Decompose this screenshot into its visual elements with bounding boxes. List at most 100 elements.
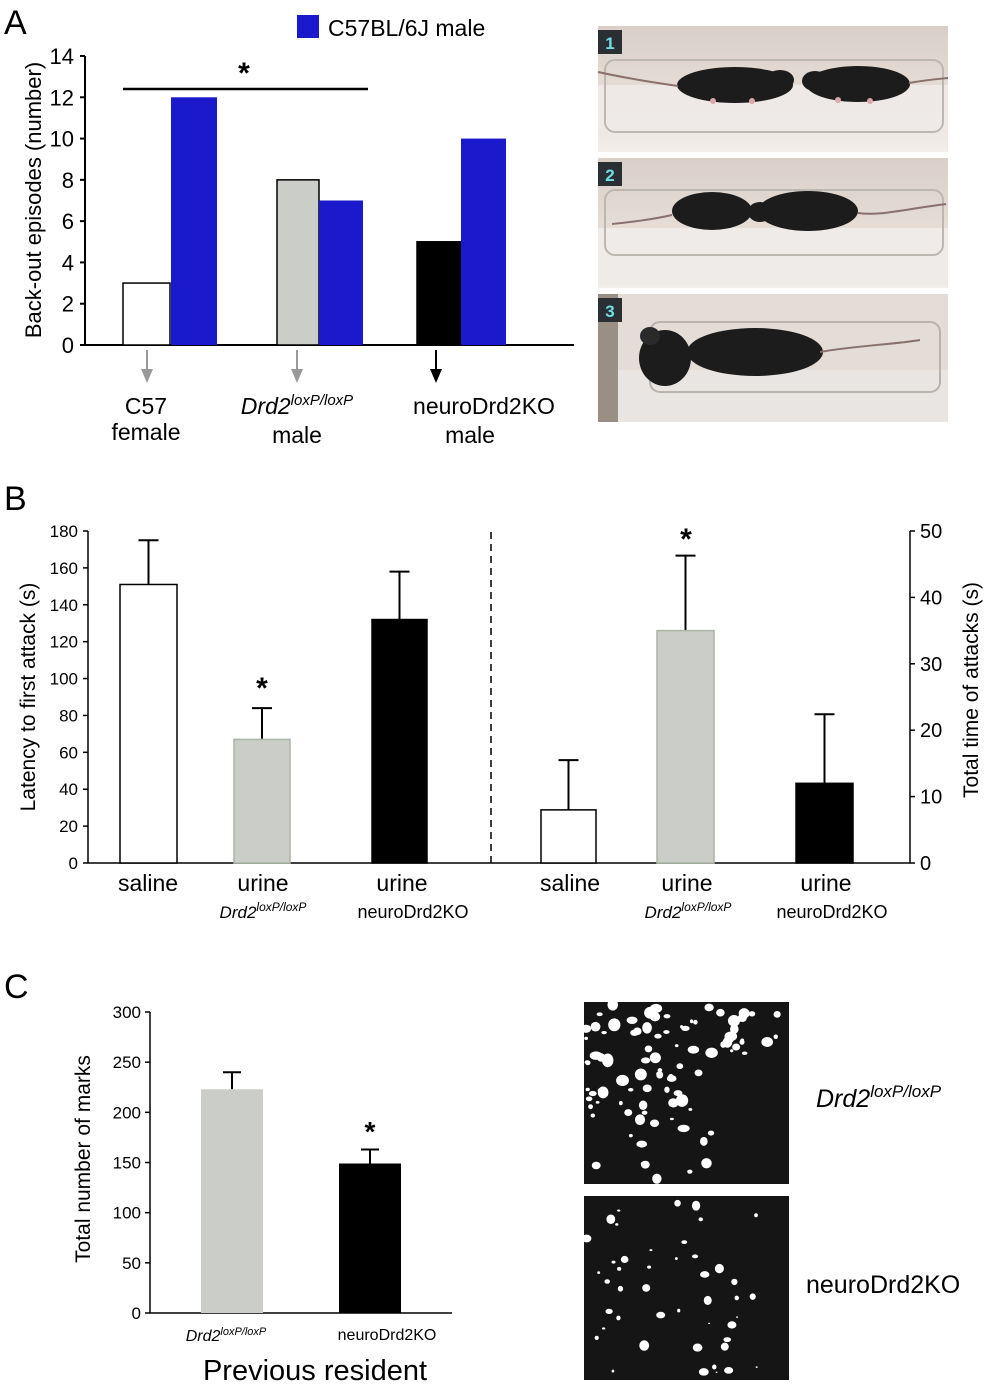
mark-spot xyxy=(635,1114,646,1126)
mark-spot xyxy=(663,1030,670,1034)
chart-b-right-sig-star: * xyxy=(680,523,692,556)
mark-spot xyxy=(644,1045,653,1053)
mark-spot xyxy=(624,1109,633,1117)
chart-c-xlabel: Previous resident xyxy=(203,1355,427,1384)
chart-b-left-ytick-label: 80 xyxy=(59,706,78,725)
chart-b-left-bar xyxy=(371,618,428,864)
photo-2: 2 xyxy=(598,158,948,288)
chart-a-arrow-head xyxy=(291,369,303,383)
mark-spot xyxy=(691,1200,701,1211)
mark-spot xyxy=(688,1108,693,1111)
chart-b-left-category-labels: saline urine Drd2loxP/loxP urine neuroDr… xyxy=(118,870,469,922)
chart-a-ytick-label: 0 xyxy=(62,333,74,358)
chart-a-ylabel: Back-out episodes (number) xyxy=(21,62,46,338)
chart-b-right-label3-line1: urine xyxy=(800,870,851,896)
mark-spot xyxy=(773,1011,781,1018)
legend-label-c57bl-male: C57BL/6J male xyxy=(328,15,485,41)
mark-spot xyxy=(611,1260,616,1264)
chart-a-group2-line2: male xyxy=(272,422,322,448)
chart-b-right-bar xyxy=(656,629,715,864)
mark-spot xyxy=(681,1240,688,1245)
chart-a-arrow-head xyxy=(430,369,442,383)
chart-b-left-ytick-label: 160 xyxy=(50,559,78,578)
chart-b-right-bar xyxy=(540,809,597,864)
mark-spot xyxy=(674,1199,681,1207)
photo-3: 3 xyxy=(598,294,948,422)
chart-a-category-labels: C57 female Drd2loxP/loxP male neuroDrd2K… xyxy=(111,392,554,448)
panel-b-label: B xyxy=(4,480,27,518)
mark-spot xyxy=(700,1271,710,1278)
mark-spot xyxy=(642,1084,652,1093)
mark-spot xyxy=(730,1049,734,1053)
chart-b-left-label3-line2: neuroDrd2KO xyxy=(357,902,468,922)
mark-spot xyxy=(601,1327,606,1330)
mark-spot xyxy=(739,1039,745,1045)
mark-spot xyxy=(628,1088,634,1092)
mark-spot xyxy=(677,1124,690,1133)
chart-a-group3-line2: male xyxy=(445,422,495,448)
mark-spot xyxy=(720,1342,729,1351)
mark-spot xyxy=(633,1027,642,1036)
mark-spot xyxy=(649,1119,660,1128)
chart-b-left-ytick-label: 140 xyxy=(50,596,78,615)
mark-spot xyxy=(701,1158,712,1169)
mark-spot xyxy=(647,1265,652,1269)
mark-spot xyxy=(693,1019,698,1025)
mark-spot xyxy=(668,1098,679,1108)
mark-spot xyxy=(584,1036,589,1040)
mark-spot xyxy=(730,1024,739,1034)
chart-a-group3-line1: neuroDrd2KO xyxy=(413,393,555,419)
mark-spot xyxy=(674,1044,679,1048)
chart-c-bar xyxy=(201,1089,263,1313)
chart-b-left-bar xyxy=(119,583,178,864)
photo-2-number: 2 xyxy=(605,166,614,185)
mark-spot xyxy=(734,1295,739,1301)
mark-spot xyxy=(741,1051,748,1056)
mark-spot xyxy=(620,1255,629,1264)
mark-spot xyxy=(616,1315,621,1321)
mark-spot xyxy=(707,1130,715,1136)
chart-b: 0 20 40 60 80 100 120 140 160 180 0 10 20 30 40 50 Laten… xyxy=(17,521,983,875)
mark-spot xyxy=(673,1090,683,1097)
mark-spot xyxy=(656,1071,664,1079)
mark-spot xyxy=(694,1069,703,1077)
mark-spot xyxy=(580,1024,592,1033)
mark-spot xyxy=(749,1293,756,1300)
chart-a-bar xyxy=(276,179,320,346)
marks-image-label-drd2: Drd2loxP/loxP xyxy=(816,1082,942,1113)
chart-b-right-ytick-label: 30 xyxy=(920,654,942,676)
mark-spot xyxy=(712,1364,717,1370)
mark-spot xyxy=(669,1117,674,1121)
mark-spot xyxy=(639,1340,650,1351)
chart-a-ytick-label: 6 xyxy=(62,209,74,234)
mark-spot xyxy=(640,1161,649,1167)
chart-a-bar xyxy=(319,200,363,345)
mark-spot xyxy=(617,1285,624,1292)
chart-c-ytick-label: 200 xyxy=(113,1103,141,1122)
mark-spot xyxy=(663,1014,671,1019)
mark-spot xyxy=(703,1295,712,1306)
mark-spot xyxy=(657,1068,663,1073)
mark-spot xyxy=(597,1087,606,1093)
chart-a-ytick-label: 4 xyxy=(62,250,74,275)
mark-spot xyxy=(616,1074,629,1087)
chart-c: 0 50 100 150 200 250 300 Total number of marks * xyxy=(72,1003,452,1323)
mark-spot xyxy=(617,1266,622,1271)
mark-spot xyxy=(698,1368,709,1376)
chart-b-right-bar xyxy=(795,782,854,864)
chart-a-group1-line2: female xyxy=(111,419,180,445)
mark-spot xyxy=(666,1075,677,1082)
chart-b-right-label2-line1: urine xyxy=(661,870,712,896)
mark-spot xyxy=(601,1030,607,1035)
mark-spot xyxy=(716,1008,725,1017)
mark-spot xyxy=(675,1094,689,1107)
chart-b-left-ytick-label: 120 xyxy=(50,633,78,652)
chart-c-ylabel: Total number of marks xyxy=(72,1055,95,1263)
chart-b-left-ytick-label: 20 xyxy=(59,817,78,836)
photo-1-number: 1 xyxy=(605,34,614,53)
chart-b-left-sig-star: * xyxy=(256,672,268,705)
chart-b-right-label2-line2: Drd2loxP/loxP xyxy=(645,900,732,922)
mark-spot xyxy=(611,1369,615,1373)
chart-c-category1: Drd2loxP/loxP xyxy=(186,1326,267,1345)
mark-spot xyxy=(677,1308,681,1313)
